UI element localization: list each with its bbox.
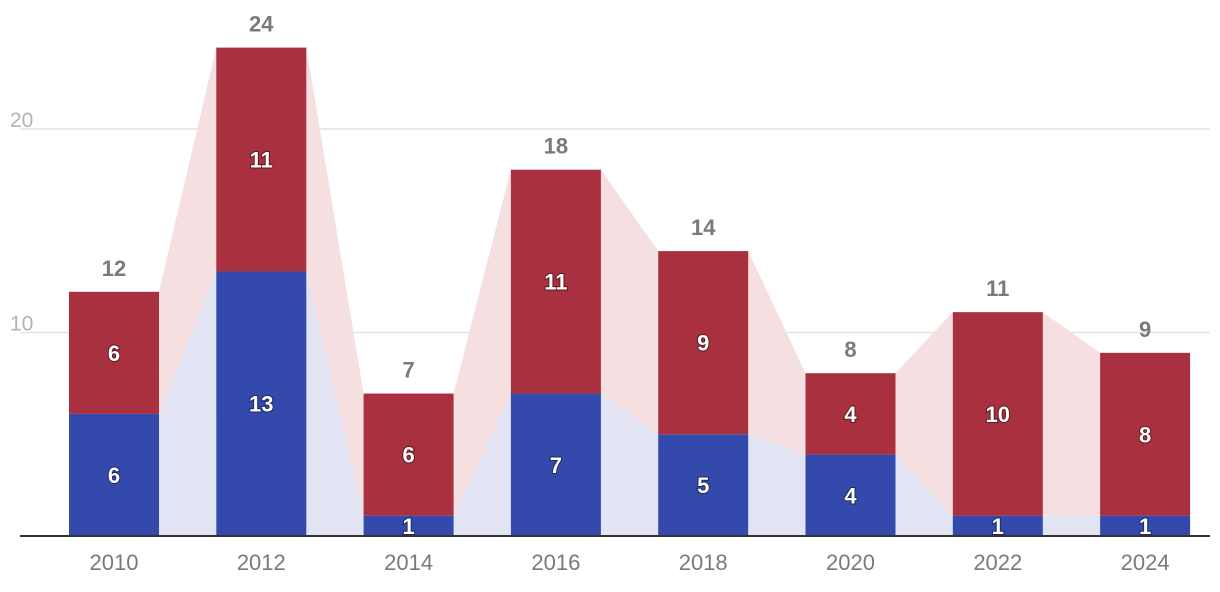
- connector-area-bottom: [1042, 515, 1101, 536]
- bar-segment-bottom: [952, 515, 1043, 536]
- bar-segment-top: [216, 47, 307, 272]
- connector-area-top: [453, 169, 511, 516]
- bar-segment-bottom: [1100, 515, 1191, 536]
- segment-value-label: 4: [844, 402, 857, 427]
- segment-value-label: 11: [544, 270, 567, 295]
- segment-value-label: 9: [697, 331, 709, 356]
- bar-segment-top: [363, 393, 454, 516]
- connector-area-bottom: [600, 393, 659, 536]
- total-value-label: 7: [402, 358, 414, 383]
- total-value-label: 14: [691, 215, 716, 240]
- bar-segment-bottom: [216, 271, 307, 536]
- connector-area-bottom: [159, 271, 217, 536]
- bar-segment-bottom: [658, 434, 749, 536]
- x-tick-label: 2022: [973, 550, 1022, 575]
- bar-segment-top: [510, 169, 601, 394]
- x-tick-label: 2016: [531, 550, 580, 575]
- bar-segment-top: [658, 251, 749, 435]
- bar-segment-top: [952, 312, 1043, 516]
- segment-value-label: 1: [1139, 514, 1151, 539]
- x-tick-label: 2012: [237, 550, 286, 575]
- bar-segment-top: [805, 373, 896, 455]
- bar-segment-top: [1100, 352, 1191, 516]
- segment-value-label: 7: [550, 453, 562, 478]
- axis-layer: 2010 2012 2014 2016 2018 2020 2022 2024: [20, 535, 1210, 575]
- connector-area-top: [1042, 312, 1101, 516]
- segment-value-label: 13: [249, 392, 273, 417]
- total-value-label: 24: [249, 12, 274, 37]
- segment-value-label: 1: [992, 514, 1004, 539]
- total-value-label: 18: [544, 134, 568, 159]
- x-tick-label: 2014: [384, 550, 433, 575]
- area-layer: [159, 47, 1101, 536]
- connector-area-top: [306, 47, 364, 516]
- bar-segment-top: [69, 291, 159, 414]
- connector-area-bottom: [453, 393, 511, 536]
- segment-value-label: 10: [986, 402, 1010, 427]
- bar-segment-bottom: [805, 454, 896, 536]
- connector-area-bottom: [306, 271, 364, 536]
- connector-area-top: [748, 251, 806, 455]
- total-value-label: 12: [102, 256, 126, 281]
- connector-area-bottom: [895, 454, 953, 536]
- y-tick-label: 10: [10, 313, 33, 336]
- connector-area-bottom: [748, 434, 806, 536]
- segment-value-label: 6: [108, 341, 120, 366]
- segment-value-label: 5: [697, 473, 709, 498]
- x-tick-label: 2010: [90, 550, 139, 575]
- connector-area-top: [895, 312, 953, 516]
- segment-value-label: 4: [844, 483, 857, 508]
- bar-segment-bottom: [510, 393, 601, 536]
- connector-area-top: [159, 47, 217, 414]
- x-tick-label: 2020: [826, 550, 875, 575]
- connector-area-top: [600, 169, 659, 435]
- x-tick-label: 2024: [1121, 550, 1170, 575]
- segment-value-label: 1: [402, 514, 414, 539]
- segment-value-label: 11: [250, 148, 273, 173]
- bar-layer: [69, 47, 1191, 536]
- x-tick-label: 2018: [679, 550, 728, 575]
- y-tick-label: 20: [10, 109, 33, 132]
- total-value-label: 11: [986, 276, 1009, 301]
- total-value-label: 8: [844, 337, 856, 362]
- segment-value-label: 6: [108, 463, 120, 488]
- bar-segment-bottom: [363, 515, 454, 536]
- segment-value-label: 8: [1139, 422, 1151, 447]
- segment-value-label: 6: [402, 443, 414, 468]
- total-value-label: 9: [1139, 317, 1151, 342]
- bar-segment-bottom: [69, 413, 159, 536]
